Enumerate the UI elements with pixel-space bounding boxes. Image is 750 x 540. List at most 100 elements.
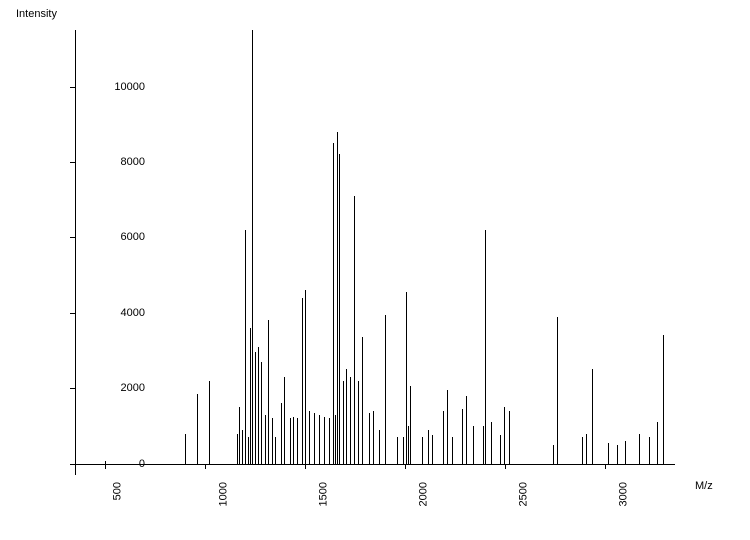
spectrum-peak — [385, 315, 386, 464]
y-tick-label: 0 — [139, 458, 145, 470]
spectrum-peak — [408, 426, 409, 464]
spectrum-peak — [500, 435, 501, 463]
spectrum-peak — [553, 445, 554, 464]
spectrum-peak — [369, 413, 370, 464]
spectrum-peak — [625, 441, 626, 464]
spectrum-peak — [657, 422, 658, 463]
x-tick — [405, 464, 406, 469]
x-tick — [205, 464, 206, 469]
spectrum-peak — [265, 415, 266, 464]
x-tick — [505, 464, 506, 469]
spectrum-peak — [239, 407, 240, 464]
spectrum-peak — [343, 381, 344, 464]
spectrum-peak — [309, 411, 310, 464]
spectrum-peak — [443, 411, 444, 464]
spectrum-peak — [649, 437, 650, 463]
x-tick-label: 3000 — [617, 482, 629, 506]
x-tick-label: 1500 — [317, 482, 329, 506]
spectrum-peak — [350, 377, 351, 464]
x-tick-label: 2500 — [517, 482, 529, 506]
spectrum-peak — [586, 434, 587, 464]
spectrum-peak — [379, 430, 380, 464]
spectrum-peak — [197, 394, 198, 464]
spectrum-peak — [293, 417, 294, 464]
y-tick — [70, 162, 75, 163]
spectrum-peak — [608, 443, 609, 464]
y-tick-label: 6000 — [121, 231, 145, 243]
spectrum-peak — [339, 154, 340, 463]
y-tick — [70, 464, 75, 465]
spectrum-peak — [337, 132, 338, 464]
spectrum-peak — [362, 337, 363, 463]
spectrum-peak — [491, 422, 492, 463]
spectrum-peak — [406, 292, 407, 464]
spectrum-peak — [346, 369, 347, 463]
x-tick — [305, 464, 306, 469]
y-tick-label: 2000 — [121, 382, 145, 394]
spectrum-peak — [422, 437, 423, 463]
spectrum-peak — [261, 362, 262, 464]
spectrum-peak — [333, 143, 334, 464]
plot-area — [75, 30, 675, 475]
y-tick — [70, 388, 75, 389]
spectrum-peak — [358, 381, 359, 464]
mass-spectrum-chart: 0 2000 4000 6000 8000 10000 500 1000 1500 2000 25… — [0, 0, 750, 540]
spectrum-peak — [297, 418, 298, 463]
spectrum-peak — [290, 418, 291, 463]
spectrum-peak — [663, 335, 664, 463]
spectrum-peak — [237, 434, 238, 464]
spectrum-peak — [245, 230, 246, 464]
y-tick — [70, 313, 75, 314]
x-tick — [105, 464, 106, 469]
spectrum-peak — [272, 418, 273, 463]
spectrum-peak — [305, 290, 306, 463]
spectrum-peak — [284, 377, 285, 464]
spectrum-peak — [335, 415, 336, 464]
y-tick-label: 8000 — [121, 156, 145, 168]
spectrum-peak — [324, 417, 325, 464]
x-tick-label: 1000 — [217, 482, 229, 506]
spectrum-peak — [483, 426, 484, 464]
y-tick — [70, 87, 75, 88]
spectrum-peak — [617, 445, 618, 464]
spectrum-peak — [252, 30, 253, 464]
spectrum-peak — [275, 437, 276, 463]
spectrum-peak — [509, 411, 510, 464]
spectrum-peak — [428, 430, 429, 464]
x-tick-label: 500 — [111, 482, 123, 500]
y-axis-title: Intensity — [16, 8, 57, 20]
spectrum-peak — [452, 437, 453, 463]
spectrum-peak — [447, 390, 448, 464]
spectrum-peak — [639, 434, 640, 464]
y-tick — [70, 237, 75, 238]
spectrum-peak — [473, 426, 474, 464]
spectrum-peak — [255, 352, 256, 463]
spectrum-peak — [314, 413, 315, 464]
spectrum-peak — [268, 320, 269, 463]
spectrum-peak — [403, 437, 404, 463]
spectrum-peak — [557, 317, 558, 464]
spectrum-peak — [466, 396, 467, 464]
spectrum-peak — [185, 434, 186, 464]
spectrum-peak — [209, 381, 210, 464]
spectrum-peak — [354, 196, 355, 464]
spectrum-peak — [329, 418, 330, 463]
spectrum-peak — [582, 437, 583, 463]
x-axis-title: M/z — [695, 480, 713, 492]
x-axis — [75, 464, 675, 465]
spectrum-peak — [242, 430, 243, 464]
y-tick-label: 10000 — [114, 81, 145, 93]
spectrum-peak — [432, 435, 433, 463]
x-tick-label: 2000 — [417, 482, 429, 506]
spectrum-peak — [319, 415, 320, 464]
spectrum-peak — [397, 437, 398, 463]
y-axis — [75, 30, 76, 475]
spectrum-peak — [592, 369, 593, 463]
spectrum-peak — [250, 328, 251, 464]
spectrum-peak — [302, 298, 303, 464]
spectrum-peak — [410, 386, 411, 463]
spectrum-peak — [248, 437, 249, 463]
y-tick-label: 4000 — [121, 307, 145, 319]
spectrum-peak — [504, 407, 505, 464]
spectrum-peak — [373, 411, 374, 464]
